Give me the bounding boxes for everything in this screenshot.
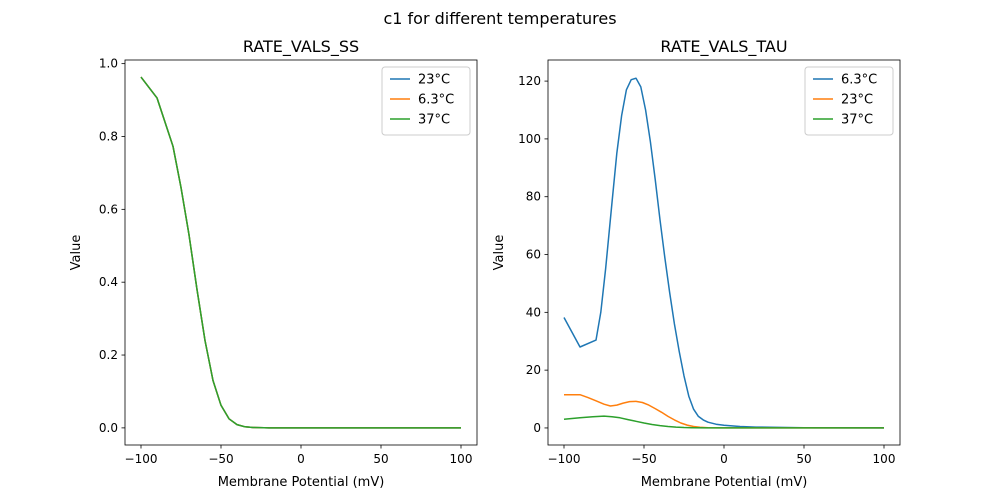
- series-line-2: [564, 393, 884, 429]
- y-tick-label: 0.0: [99, 421, 118, 435]
- legend-label: 23°C: [418, 73, 450, 88]
- legend-box: [804, 66, 894, 136]
- legend-label: 6.3°C: [418, 93, 454, 108]
- subplot-ss: RATE_VALS_SS −100 −50 0 50 100 0.0 0.2 0.4 0.6 0.8…: [69, 37, 478, 490]
- y-tick-label: 40: [526, 305, 541, 319]
- figure-title: c1 for different temperatures: [383, 9, 616, 28]
- x-tick-label: −50: [208, 452, 233, 466]
- x-tick-label: 0: [297, 452, 305, 466]
- y-tick-label: 0.6: [99, 202, 118, 216]
- x-tick-label: 0: [720, 452, 728, 466]
- legend-box: [381, 66, 471, 136]
- x-axis-label: Membrane Potential (mV): [641, 475, 808, 490]
- y-tick-label: 0.2: [99, 348, 118, 362]
- x-tick-label: −100: [548, 452, 581, 466]
- y-tick-label: 60: [526, 248, 541, 262]
- x-tick-label: −100: [125, 452, 158, 466]
- y-tick-label: 80: [526, 190, 541, 204]
- y-tick-label: 100: [518, 132, 541, 146]
- legend: 23°C 6.3°C 37°C: [381, 66, 471, 136]
- x-tick-label: 50: [373, 452, 388, 466]
- y-tick-label: 0: [533, 421, 541, 435]
- series-line-3: [140, 76, 461, 429]
- legend-label: 23°C: [841, 93, 873, 108]
- x-tick-label: 100: [873, 452, 896, 466]
- legend-label: 6.3°C: [841, 73, 877, 88]
- y-axis-label: Value: [492, 235, 507, 271]
- y-tick-label: 1.0: [99, 57, 118, 71]
- legend-label: 37°C: [418, 113, 450, 128]
- subplot-title: RATE_VALS_TAU: [660, 37, 787, 57]
- series-line-3: [563, 415, 884, 429]
- x-tick-label: 100: [450, 452, 473, 466]
- legend-label: 37°C: [841, 113, 873, 128]
- x-tick-label: 50: [796, 452, 811, 466]
- y-axis-label: Value: [69, 235, 84, 271]
- subplot-tau: RATE_VALS_TAU −100 −50 0 50 100 0 20 40 60 80 100 12…: [492, 37, 901, 490]
- y-tick-label: 120: [518, 74, 541, 88]
- series-line-1: [563, 77, 885, 429]
- subplot-title: RATE_VALS_SS: [243, 37, 359, 57]
- legend: 6.3°C 23°C 37°C: [804, 66, 894, 136]
- x-tick-label: −50: [631, 452, 656, 466]
- x-axis-label: Membrane Potential (mV): [218, 475, 385, 490]
- y-tick-label: 0.8: [99, 129, 118, 143]
- y-tick-label: 0.4: [99, 275, 118, 289]
- y-tick-label: 20: [526, 363, 541, 377]
